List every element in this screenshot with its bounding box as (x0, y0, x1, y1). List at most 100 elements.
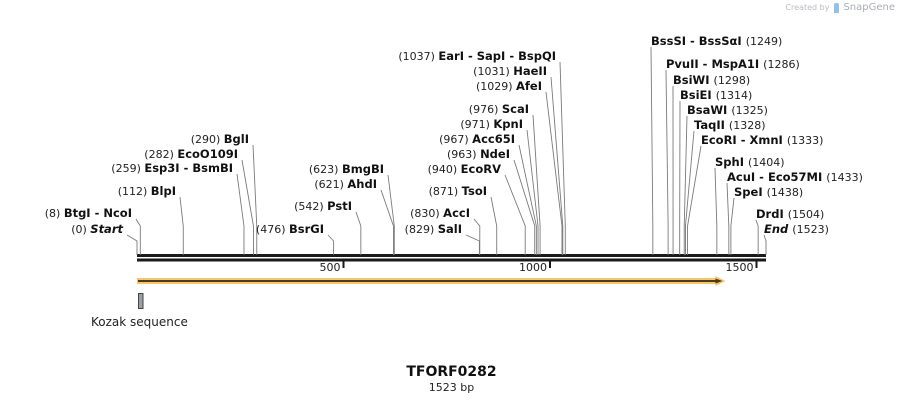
site-position: (8) (45, 207, 64, 220)
sequence-backbone (137, 254, 766, 262)
restriction-site[interactable]: (963) NdeI (447, 147, 536, 255)
restriction-site[interactable]: (542) PstI (294, 199, 362, 255)
restriction-site[interactable]: (1029) AfeI (476, 79, 563, 255)
svg-text:(290) BglI: (290) BglI (191, 132, 249, 146)
site-position: (621) (314, 178, 347, 191)
svg-text:(1029) AfeI: (1029) AfeI (476, 79, 542, 93)
restriction-site[interactable]: (971) KpnI (460, 117, 539, 255)
site-enzyme: SphI (715, 155, 748, 169)
svg-text:(8) BtgI - NcoI: (8) BtgI - NcoI (45, 206, 132, 220)
restriction-site[interactable]: (1037) EarI - SapI - BspQI (398, 49, 566, 255)
tick-mark (549, 261, 552, 268)
tick-mark (342, 261, 345, 268)
site-enzyme: TsoI (462, 184, 487, 198)
restriction-site[interactable]: SphI (1404) (714, 155, 785, 255)
site-enzyme: AhdI (347, 177, 377, 191)
svg-text:(112) BlpI: (112) BlpI (118, 184, 176, 198)
svg-text:PvuII - MspA1I (1286): PvuII - MspA1I (1286) (666, 57, 800, 71)
site-position: (1298) (714, 74, 751, 87)
restriction-site[interactable]: BssSI - BssSαI (1249) (650, 34, 782, 255)
restriction-site[interactable]: SpeI (1438) (730, 185, 804, 255)
site-position: (1433) (826, 171, 863, 184)
svg-text:(259) Esp3I - BsmBI: (259) Esp3I - BsmBI (111, 161, 233, 175)
site-enzyme: Acc65I (472, 132, 515, 146)
site-position: (1504) (788, 208, 825, 221)
site-position: (829) (405, 223, 438, 236)
plasmid-length: 1523 bp (428, 381, 475, 394)
site-position: (871) (429, 185, 462, 198)
restriction-site[interactable]: BsiWI (1298) (672, 73, 750, 255)
svg-text:(940) EcoRV: (940) EcoRV (428, 162, 502, 176)
restriction-site[interactable]: End (1523) (763, 222, 829, 255)
svg-text:BssSI - BssSαI (1249): BssSI - BssSαI (1249) (651, 34, 782, 48)
restriction-site[interactable]: BsiEI (1314) (679, 88, 753, 255)
restriction-site[interactable]: (623) BmgBI (309, 162, 395, 255)
tick-mark (755, 261, 758, 268)
restriction-site[interactable]: (290) BglI (191, 132, 258, 255)
restriction-site[interactable]: (8) BtgI - NcoI (45, 206, 141, 255)
site-enzyme: PvuII - MspA1I (666, 57, 763, 71)
restriction-site[interactable]: (476) BsrGI (256, 222, 335, 255)
svg-text:BsaWI (1325): BsaWI (1325) (687, 103, 768, 117)
restriction-site[interactable]: (967) Acc65I (439, 132, 537, 255)
restriction-site[interactable]: DrdI (1504) (755, 207, 825, 255)
snapgene-credit: Created by SnapGene (785, 2, 895, 13)
restriction-site[interactable]: (829) SalI (405, 222, 480, 255)
svg-text:(830) AccI: (830) AccI (410, 206, 470, 220)
restriction-site[interactable]: (830) AccI (410, 206, 481, 255)
site-enzyme: BmgBI (342, 162, 384, 176)
tick-label: 500 (320, 261, 341, 274)
svg-text:End (1523): End (1523) (764, 222, 829, 236)
site-position: (1286) (763, 58, 800, 71)
svg-text:AcuI - Eco57MI (1433): AcuI - Eco57MI (1433) (727, 170, 863, 184)
site-enzyme: EarI - SapI - BspQI (438, 49, 556, 63)
restriction-site[interactable]: (282) EcoO109I (144, 147, 254, 255)
site-enzyme: KpnI (493, 117, 523, 131)
kozak-feature[interactable] (138, 293, 144, 309)
restriction-site[interactable]: (0) Start (71, 222, 138, 255)
site-position: (1037) (398, 50, 438, 63)
site-position: (1314) (716, 89, 753, 102)
site-enzyme: End (764, 222, 792, 236)
restriction-site[interactable]: EcoRI - XmnI (1333) (687, 133, 824, 255)
restriction-site[interactable]: PvuII - MspA1I (1286) (665, 57, 800, 255)
site-position: (971) (460, 118, 493, 131)
site-enzyme: AcuI - Eco57MI (727, 170, 826, 184)
site-enzyme: BsrGI (289, 222, 324, 236)
site-enzyme: AccI (443, 206, 470, 220)
credit-prefix: Created by (785, 3, 830, 12)
restriction-site[interactable]: (940) EcoRV (428, 162, 526, 255)
site-enzyme: Start (90, 222, 123, 236)
site-position: (1325) (731, 104, 768, 117)
restriction-sites: (0) Start (8) BtgI - NcoI (112) BlpI (259) … (45, 34, 863, 255)
restriction-site[interactable]: (621) AhdI (314, 177, 394, 255)
restriction-site[interactable]: AcuI - Eco57MI (1433) (726, 170, 863, 255)
site-enzyme: BsiEI (680, 88, 716, 102)
restriction-site[interactable]: BsaWI (1325) (683, 103, 768, 255)
site-position: (1249) (746, 35, 783, 48)
tick-label: 1000 (519, 261, 547, 274)
svg-text:SphI (1404): SphI (1404) (715, 155, 785, 169)
site-position: (976) (469, 103, 502, 116)
site-enzyme: BssSI - BssSαI (651, 34, 746, 48)
svg-text:(971) KpnI: (971) KpnI (460, 117, 523, 131)
restriction-site[interactable]: (259) Esp3I - BsmBI (111, 161, 245, 255)
restriction-site[interactable]: (976) ScaI (469, 102, 541, 255)
site-enzyme: BsiWI (673, 73, 714, 87)
site-position: (1031) (473, 65, 513, 78)
svg-text:(976) ScaI: (976) ScaI (469, 102, 529, 116)
site-enzyme: NdeI (480, 147, 510, 161)
orf-arrow[interactable] (137, 276, 726, 286)
svg-text:BsiWI (1298): BsiWI (1298) (673, 73, 750, 87)
restriction-site[interactable]: (112) BlpI (118, 184, 184, 255)
svg-text:(0) Start: (0) Start (71, 222, 123, 236)
svg-text:(829) SalI: (829) SalI (405, 222, 462, 236)
site-position: (282) (144, 148, 177, 161)
restriction-site[interactable]: (1031) HaeII (473, 64, 564, 255)
restriction-site[interactable]: TaqII (1328) (685, 118, 766, 255)
restriction-site[interactable]: (871) TsoI (429, 184, 498, 255)
site-position: (1438) (767, 186, 804, 199)
site-position: (112) (118, 185, 151, 198)
site-position: (1333) (787, 134, 824, 147)
